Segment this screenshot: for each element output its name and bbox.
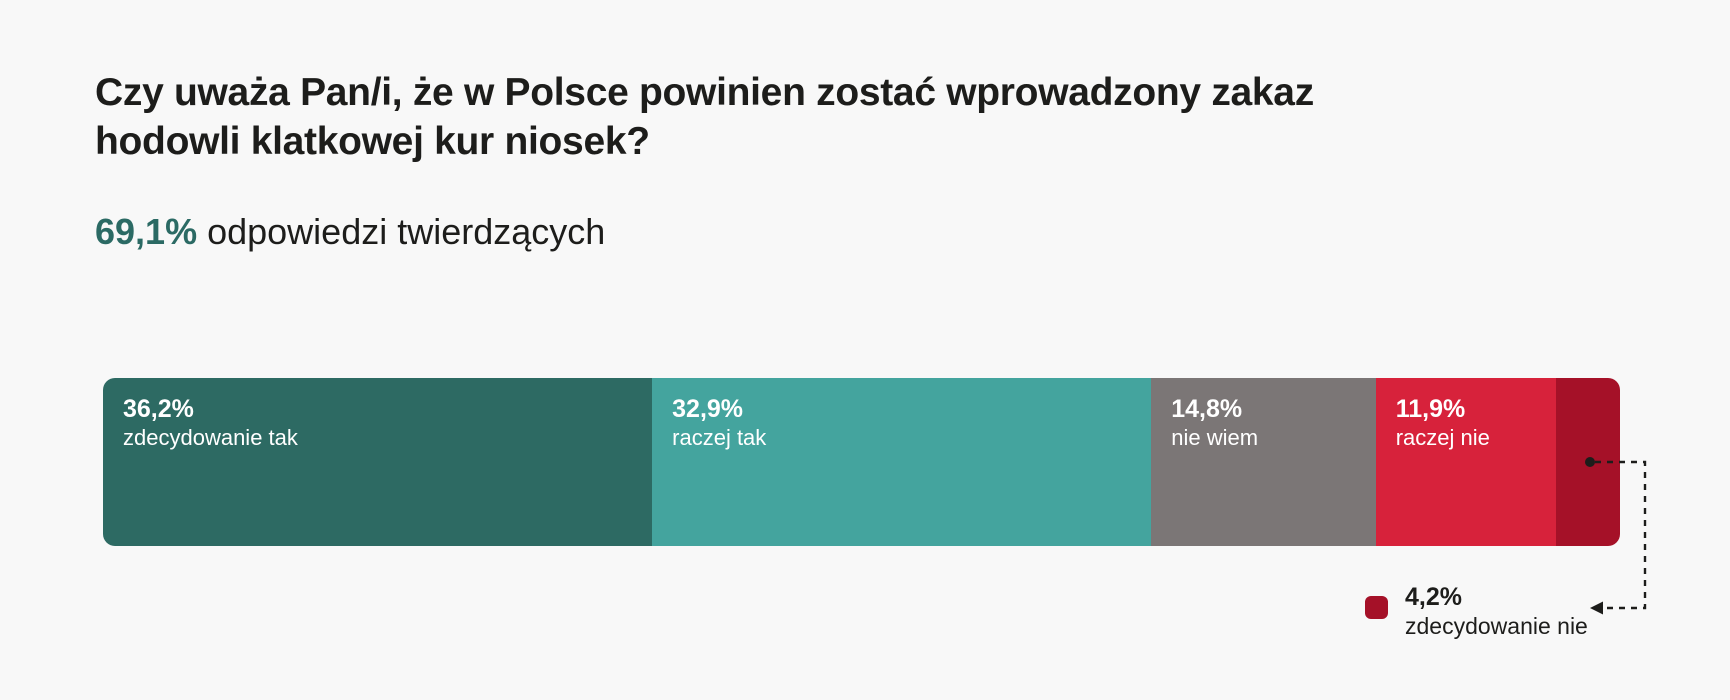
bar-segment-raczej-tak: 32,9% raczej tak (652, 378, 1152, 546)
summary-text: odpowiedzi twierdzących (207, 211, 606, 252)
title-line-2: hodowli klatkowej kur niosek? (95, 120, 650, 163)
summary-statement: 69,1% odpowiedzi twierdzących (95, 210, 605, 254)
page-title: Czy uważa Pan/i, że w Polsce powinien zo… (95, 68, 1314, 166)
segment-percentage: 36,2% (123, 395, 194, 423)
legend-label: zdecydowanie nie (1405, 613, 1588, 639)
segment-percentage: 32,9% (672, 395, 744, 423)
bar-segment-zdecydowanie-nie (1556, 378, 1620, 546)
legend-swatch (1365, 596, 1388, 619)
bar-segment-zdecydowanie-tak: 36,2% zdecydowanie tak (103, 378, 653, 546)
bar-segment-raczej-nie: 11,9% raczej nie (1375, 378, 1557, 546)
title-line-1: Czy uważa Pan/i, że w Polsce powinien zo… (95, 71, 1314, 114)
segment-percentage: 11,9% (1395, 395, 1466, 423)
callout-legend: 4,2% zdecydowanie nie (1365, 583, 1588, 641)
bar-segment-nie-wiem: 14,8% nie wiem (1151, 378, 1376, 546)
connector-arrowhead-icon (1590, 601, 1603, 615)
segment-label: nie wiem (1171, 425, 1259, 450)
segment-label: raczej nie (1395, 425, 1490, 450)
segment-label: zdecydowanie tak (123, 425, 298, 450)
segment-label: raczej tak (672, 425, 767, 450)
summary-percentage: 69,1% (95, 211, 198, 252)
legend-percentage: 4,2% (1405, 583, 1462, 611)
segment-percentage: 14,8% (1171, 395, 1243, 423)
stacked-bar-chart: 36,2% zdecydowanie tak 32,9% raczej tak … (103, 378, 1620, 546)
legend-text: 4,2% zdecydowanie nie (1405, 583, 1588, 641)
